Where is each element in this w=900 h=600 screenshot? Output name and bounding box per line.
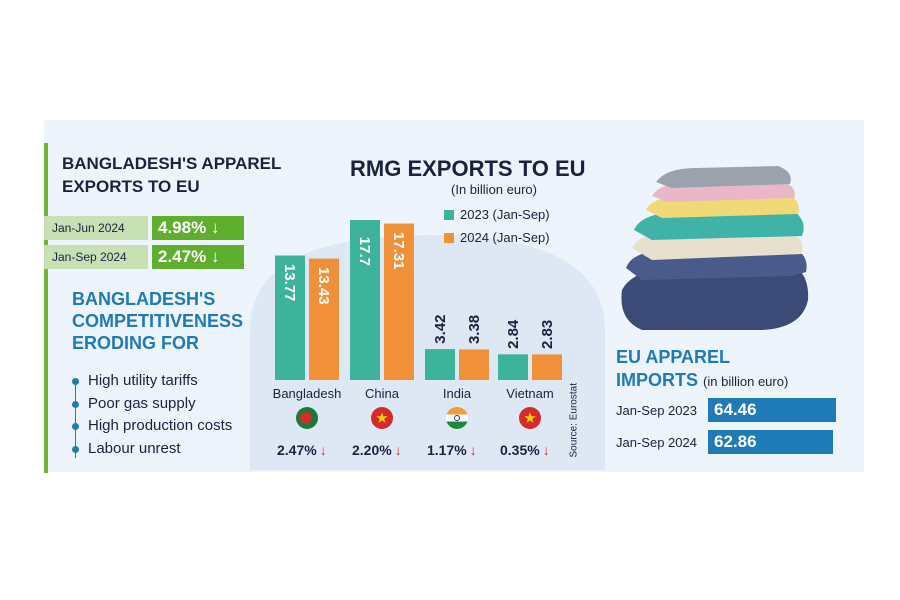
list-item: High production costs: [72, 415, 232, 438]
eu-import-bar: 64.46: [708, 398, 836, 422]
reason-text: Labour unrest: [88, 439, 181, 457]
china-flag-icon: [371, 407, 393, 429]
list-item: Poor gas supply: [72, 393, 232, 416]
chart-subtitle: (In billion euro): [451, 182, 537, 197]
stat-value: 4.98% ↓: [152, 216, 244, 240]
reason-text: High utility tariffs: [88, 372, 198, 389]
bar-value-label: 17.7: [356, 237, 373, 266]
reason-text: Poor gas supply: [88, 394, 196, 412]
stat-row-jan-jun: Jan-Jun 2024 4.98% ↓: [44, 216, 244, 240]
change-label: 0.35% ↓: [500, 442, 550, 458]
down-arrow-icon: ↓: [542, 442, 550, 458]
bar-vietnam-2023: [498, 354, 528, 380]
category-label: India: [442, 386, 472, 401]
change-label: 2.47% ↓: [277, 442, 327, 458]
bar-bangladesh-2024: [309, 258, 339, 380]
bullet-dot-icon: [72, 400, 79, 408]
eu-period: Jan-Sep 2024: [616, 434, 697, 450]
bar-value-label: 17.31: [390, 232, 407, 270]
eu-unit: (in billion euro): [703, 374, 789, 389]
accent-bar: [44, 143, 48, 473]
india-flag-icon: [446, 407, 468, 429]
stat-value-text: 2.47%: [158, 247, 207, 266]
stat-row-jan-sep: Jan-Sep 2024 2.47% ↓: [44, 245, 244, 269]
bar-india-2023: [425, 349, 455, 380]
legend-swatch: [444, 232, 454, 243]
legend-item-2023: 2023 (Jan-Sep): [444, 207, 550, 222]
bar-value-label: 2.83: [539, 320, 556, 349]
down-arrow-icon: ↓: [319, 442, 327, 458]
bullet-dot-icon: [72, 378, 79, 385]
eu-imports-title: EU APPAREL IMPORTS (in billion euro): [616, 346, 788, 393]
stat-value-text: 4.98%: [158, 218, 207, 237]
competitiveness-title: BANGLADESH'S COMPETITIVENESS ERODING FOR: [72, 289, 244, 353]
bullet-connector: [75, 378, 76, 458]
down-arrow-icon: ↓: [394, 442, 402, 458]
eu-title-line1: EU APPAREL: [616, 347, 731, 367]
change-value: 2.47%: [277, 442, 317, 458]
list-item: High utility tariffs: [72, 370, 232, 393]
stacked-clothes-photo: [612, 150, 812, 332]
bar-value-label: 3.42: [432, 314, 449, 343]
bangladesh-exports-title: BANGLADESH'S APPAREL EXPORTS TO EU: [62, 154, 282, 196]
category-label: Vietnam: [506, 386, 554, 401]
change-value: 1.17%: [427, 442, 467, 458]
eu-import-bar: 62.86: [708, 430, 833, 454]
eu-row-2024: Jan-Sep 2024 62.86: [616, 430, 833, 454]
legend-label: 2023 (Jan-Sep): [460, 207, 550, 222]
bar-value-label: 13.77: [281, 264, 298, 302]
source-note: Source: Eurostat: [568, 383, 580, 458]
bullet-dot-icon: [72, 423, 79, 430]
bar-india-2024: [459, 349, 489, 380]
change-value: 2.20%: [352, 442, 392, 458]
bar-china-2024: [384, 223, 414, 380]
chart-title: RMG EXPORTS TO EU: [350, 156, 586, 181]
down-arrow-icon: ↓: [469, 442, 477, 458]
change-value: 0.35%: [500, 442, 540, 458]
reason-text: High production costs: [88, 417, 233, 434]
vietnam-flag-icon: [519, 407, 541, 429]
bar-vietnam-2024: [532, 354, 562, 380]
eu-title-line2: IMPORTS: [616, 370, 699, 390]
change-label: 1.17% ↓: [427, 442, 477, 458]
eu-row-2023: Jan-Sep 2023 64.46: [616, 398, 836, 422]
category-label: China: [365, 386, 399, 401]
bullet-dot-icon: [72, 445, 79, 453]
down-arrow-icon: ↓: [210, 247, 220, 266]
legend-item-2024: 2024 (Jan-Sep): [444, 230, 550, 245]
bar-bangladesh-2023: [275, 255, 305, 380]
reasons-list: High utility tariffs Poor gas supply Hig…: [72, 370, 232, 460]
eu-period: Jan-Sep 2023: [616, 402, 697, 418]
legend-label: 2024 (Jan-Sep): [460, 230, 550, 245]
bar-value-label: 2.84: [505, 319, 522, 349]
bar-value-label: 13.43: [315, 267, 332, 305]
stat-value: 2.47% ↓: [152, 245, 244, 269]
list-item: Labour unrest: [72, 438, 232, 461]
category-label: Bangladesh: [272, 386, 342, 401]
legend-swatch: [444, 209, 454, 220]
bangladesh-flag-icon: [296, 407, 318, 429]
down-arrow-icon: ↓: [210, 218, 220, 237]
bar-china-2023: [350, 220, 380, 380]
stat-period: Jan-Jun 2024: [44, 216, 148, 240]
stat-period: Jan-Sep 2024: [44, 245, 148, 269]
bar-value-label: 3.38: [466, 315, 483, 344]
change-label: 2.20% ↓: [352, 442, 402, 458]
